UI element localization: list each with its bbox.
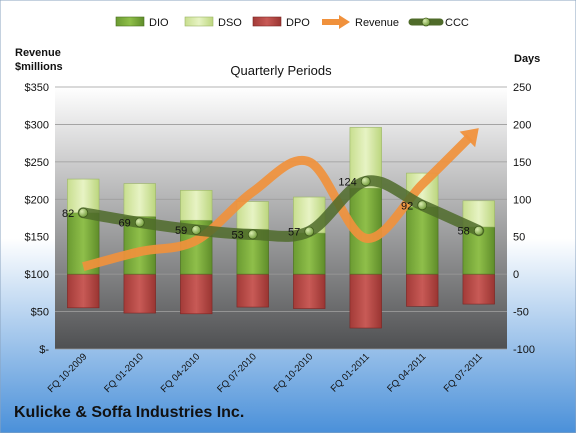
ccc-line: [77, 175, 485, 242]
right-tick-label: 250: [513, 82, 531, 94]
legend-arrowhead-revenue: [339, 15, 350, 29]
ccc-marker: [417, 200, 428, 211]
ccc-data-label: 57: [288, 226, 300, 238]
ccc-marker: [360, 176, 371, 187]
right-tick-label: 50: [513, 232, 525, 244]
ccc-data-label: 53: [232, 229, 244, 241]
right-tick-label: 100: [513, 194, 531, 206]
right-tick-label: -50: [513, 307, 529, 319]
bar-dpo: [293, 273, 326, 309]
right-axis-label: Days: [514, 53, 540, 65]
ccc-data-label: 59: [175, 225, 187, 237]
bar-dpo: [236, 273, 269, 308]
right-tick-label: 200: [513, 119, 531, 131]
ccc-marker: [473, 225, 484, 236]
ccc-layer: 82 69 59 53 57 124 92 58: [62, 175, 485, 242]
left-tick-label: $250: [25, 157, 49, 169]
ccc-marker: [78, 207, 89, 218]
bar-dpo: [67, 273, 100, 309]
legend-marker-ccc: [421, 17, 431, 27]
legend-label-ccc: CCC: [445, 17, 469, 29]
bar-dpo: [462, 273, 495, 305]
legend: DIO DSO DPO Revenue CCC: [115, 15, 469, 29]
left-tick-label: $100: [25, 269, 49, 281]
left-tick-label: $150: [25, 232, 49, 244]
ccc-marker: [191, 225, 202, 235]
ccc-marker: [304, 226, 315, 237]
bar-dso: [123, 183, 156, 217]
left-tick-label: $300: [25, 119, 49, 131]
left-tick-label: $50: [31, 307, 49, 319]
company-title: Kulicke & Soffa Industries Inc.: [14, 404, 245, 421]
right-tick-label: 150: [513, 157, 531, 169]
legend-swatch-dso: [184, 16, 214, 27]
bar-dpo: [349, 273, 382, 329]
left-axis-label-line2: $millions: [15, 61, 63, 73]
bar-dpo: [406, 273, 439, 307]
bar-dso: [67, 178, 100, 214]
left-tick-label: $200: [25, 194, 49, 206]
left-tick-label: $-: [39, 344, 49, 356]
legend-label-revenue: Revenue: [355, 17, 399, 29]
bar-dpo: [180, 273, 213, 315]
revenue-line: [82, 134, 473, 272]
ccc-data-label: 69: [119, 217, 131, 229]
legend-label-dio: DIO: [149, 17, 169, 29]
ccc-data-label: 124: [338, 176, 356, 188]
ccc-data-label: 82: [62, 208, 74, 220]
bar-dio: [406, 206, 439, 275]
legend-label-dpo: DPO: [286, 17, 310, 29]
ccc-data-label: 58: [458, 226, 470, 238]
legend-swatch-dpo: [252, 16, 282, 27]
chart-title: Quarterly Periods: [230, 63, 332, 78]
ccc-marker: [247, 229, 258, 240]
right-tick-label: -100: [513, 344, 535, 356]
bar-dpo: [123, 273, 156, 314]
left-tick-label: $350: [25, 82, 49, 94]
bar-dio: [293, 232, 326, 275]
right-tick-label: 0: [513, 269, 519, 281]
legend-swatch-dio: [115, 16, 145, 27]
ccc-data-label: 92: [401, 200, 413, 212]
revenue-layer: [82, 128, 479, 272]
bar-dso: [180, 190, 213, 221]
left-axis-label-line1: Revenue: [15, 47, 61, 59]
ccc-marker: [134, 217, 145, 228]
revenue-arrowhead: [459, 128, 479, 148]
legend-label-dso: DSO: [218, 17, 242, 29]
